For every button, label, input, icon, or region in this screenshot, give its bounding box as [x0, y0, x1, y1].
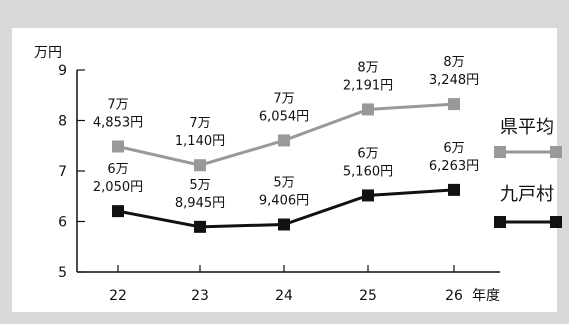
series-layer: [112, 98, 460, 233]
data-point-marker: [448, 183, 460, 196]
data-label: 5,160円: [343, 164, 393, 179]
chart-panel: [12, 28, 557, 312]
data-label: 6,054円: [259, 109, 309, 124]
data-label: 3,248円: [429, 73, 479, 88]
data-labels-layer: 7万 4,853円 7万 1,140円 7万 6,054円 8万 2,191円 8万 3,248円…: [93, 55, 479, 211]
legend-marker: [550, 216, 562, 228]
data-label: 7万: [189, 116, 210, 131]
data-point-marker: [112, 140, 124, 153]
data-label: 6万: [107, 162, 128, 177]
data-label: 8万: [443, 55, 464, 70]
legend-marker: [494, 146, 506, 158]
legend-label: 県平均: [500, 117, 554, 138]
data-point-marker: [112, 205, 124, 218]
y-unit-label: 万円: [34, 45, 62, 61]
data-point-marker: [278, 134, 290, 147]
data-label: 1,140円: [175, 134, 225, 149]
data-point-marker: [194, 220, 206, 233]
data-label: 9,406円: [259, 193, 309, 208]
y-tick-label: 5: [58, 265, 67, 281]
axes: 5 6 7 8 9 万円 22 23 24 25 26 年度: [34, 45, 500, 304]
legend-marker: [494, 216, 506, 228]
data-label: 4,853円: [93, 115, 143, 130]
x-tick-label: 22: [109, 288, 127, 304]
data-label: 6,263円: [429, 159, 479, 174]
legend-marker: [550, 146, 562, 158]
data-label: 6万: [357, 146, 378, 161]
y-tick-label: 9: [58, 63, 67, 79]
data-point-marker: [362, 189, 374, 202]
data-label: 5万: [273, 175, 294, 190]
x-unit-label: 年度: [472, 288, 500, 304]
x-tick-label: 24: [275, 288, 293, 304]
x-tick-label: 26: [445, 288, 463, 304]
data-point-marker: [448, 98, 460, 111]
legend-label: 九戸村: [500, 184, 554, 205]
data-label: 5万: [189, 178, 210, 193]
data-point-marker: [278, 218, 290, 231]
x-tick-label: 23: [191, 288, 209, 304]
data-point-marker: [362, 103, 374, 116]
y-tick-label: 8: [58, 114, 67, 130]
data-label: 2,050円: [93, 180, 143, 195]
x-tick-label: 25: [359, 288, 377, 304]
y-tick-label: 6: [58, 215, 67, 231]
data-point-marker: [194, 159, 206, 172]
data-label: 6万: [443, 141, 464, 156]
y-tick-label: 7: [58, 164, 67, 180]
data-label: 8,945円: [175, 196, 225, 211]
data-label: 2,191円: [343, 78, 393, 93]
data-label: 7万: [273, 91, 294, 106]
data-label: 7万: [107, 97, 128, 112]
data-label: 8万: [357, 60, 378, 75]
